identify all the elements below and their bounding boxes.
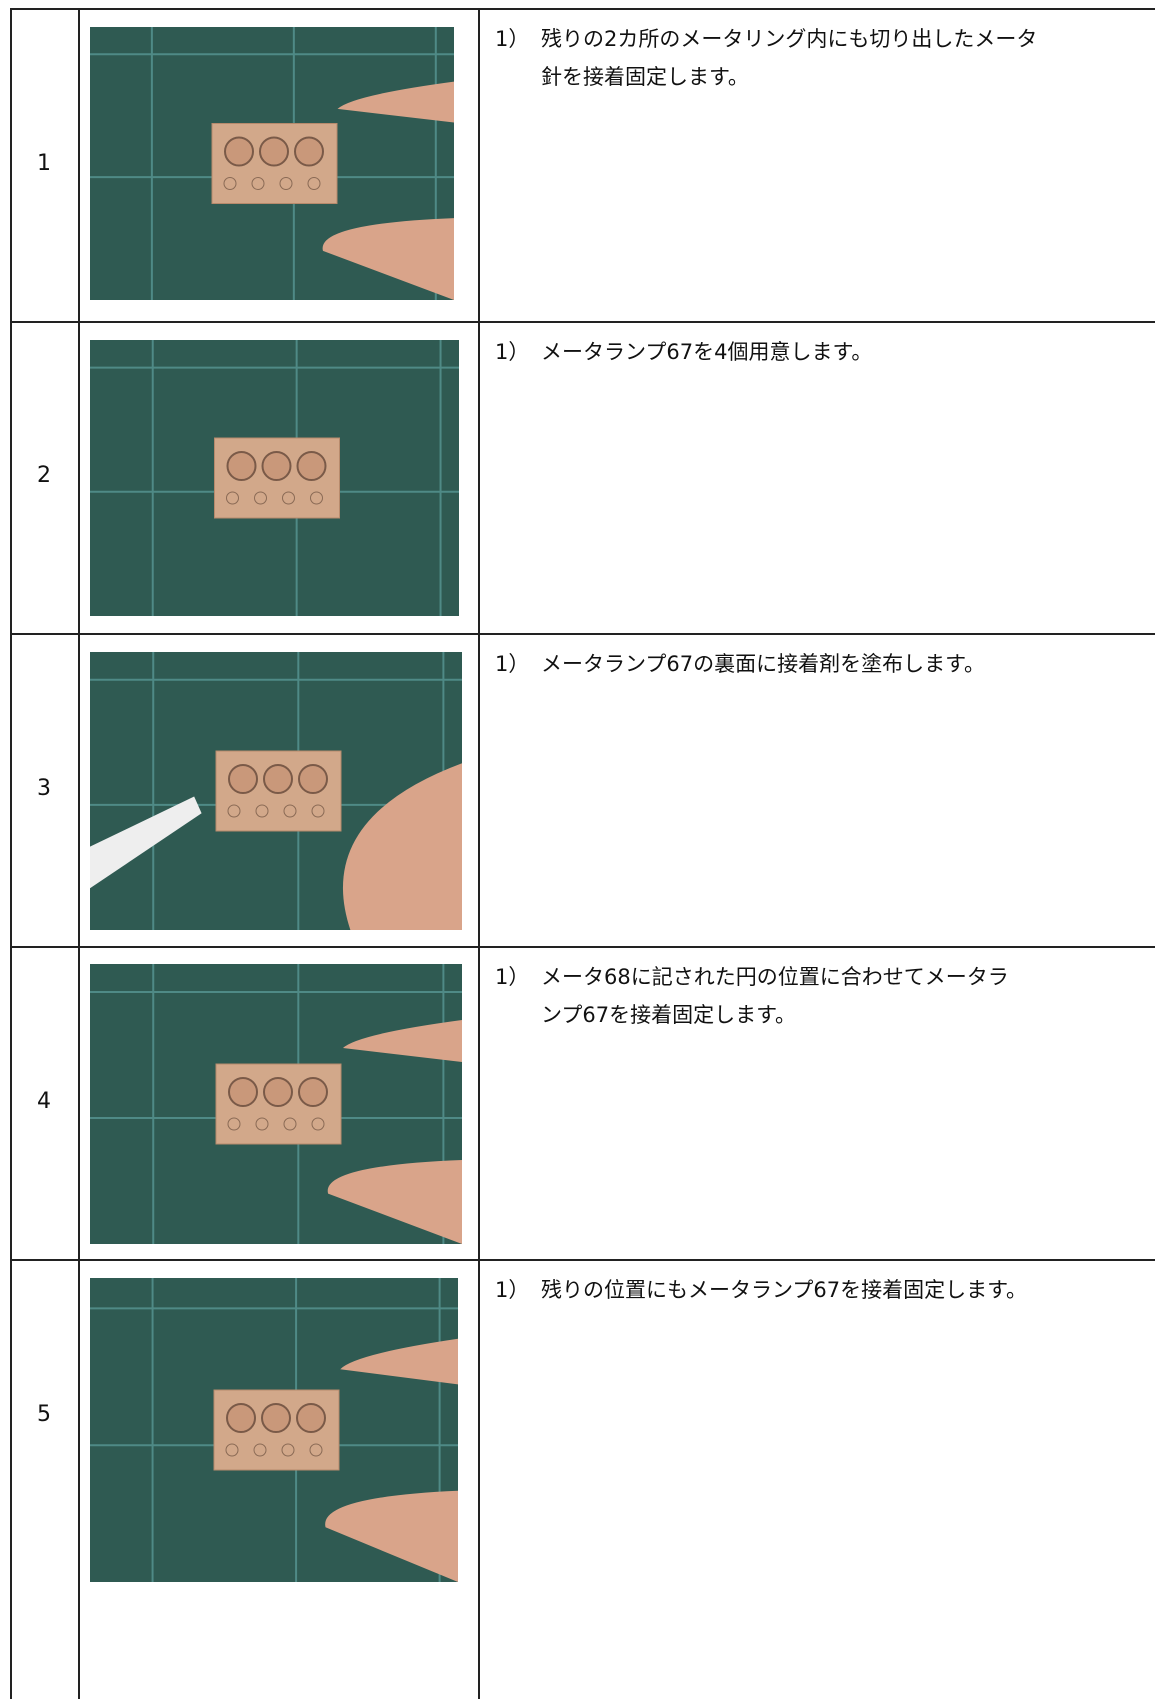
photo <box>90 340 459 616</box>
table-border <box>10 8 12 1699</box>
text-line: 残りの2カ所のメータリング内にも切り出したメータ <box>541 27 1038 51</box>
step-text: 1） メータ68に記された円の位置に合わせてメータラ ンプ67を接着固定します。 <box>495 958 1155 1034</box>
text-line: 残りの位置にもメータランプ67を接着固定します。 <box>541 1278 1027 1302</box>
table-border <box>10 946 1155 948</box>
step-number: 2 <box>37 463 51 488</box>
table-border <box>10 321 1155 323</box>
step-text: 1） メータランプ67を4個用意します。 <box>495 333 1155 371</box>
table-border <box>478 8 480 1699</box>
table-border <box>10 633 1155 635</box>
photo <box>90 652 462 930</box>
step-text: 1） メータランプ67の裏面に接着剤を塗布します。 <box>495 645 1155 683</box>
text-line: 針を接着固定します。 <box>541 65 749 89</box>
photo <box>90 27 454 300</box>
table-border <box>78 8 80 1699</box>
step-number: 1 <box>37 151 51 176</box>
step-text: 1） 残りの位置にもメータランプ67を接着固定します。 <box>495 1271 1155 1309</box>
text-line: メータ68に記された円の位置に合わせてメータラ <box>541 965 1009 989</box>
photo <box>90 964 462 1244</box>
list-marker: 1） <box>495 965 530 989</box>
table-border <box>10 8 1155 10</box>
step-number: 5 <box>37 1402 51 1427</box>
list-marker: 1） <box>495 652 530 676</box>
text-line: メータランプ67を4個用意します。 <box>541 340 873 364</box>
list-marker: 1） <box>495 27 530 51</box>
text-line: メータランプ67の裏面に接着剤を塗布します。 <box>541 652 985 676</box>
table-border <box>10 1259 1155 1261</box>
step-number: 4 <box>37 1089 51 1114</box>
photo <box>90 1278 458 1582</box>
text-line: ンプ67を接着固定します。 <box>541 1003 796 1027</box>
list-marker: 1） <box>495 340 530 364</box>
step-text: 1） 残りの2カ所のメータリング内にも切り出したメータ 針を接着固定します。 <box>495 20 1155 96</box>
step-number: 3 <box>37 776 51 801</box>
list-marker: 1） <box>495 1278 530 1302</box>
